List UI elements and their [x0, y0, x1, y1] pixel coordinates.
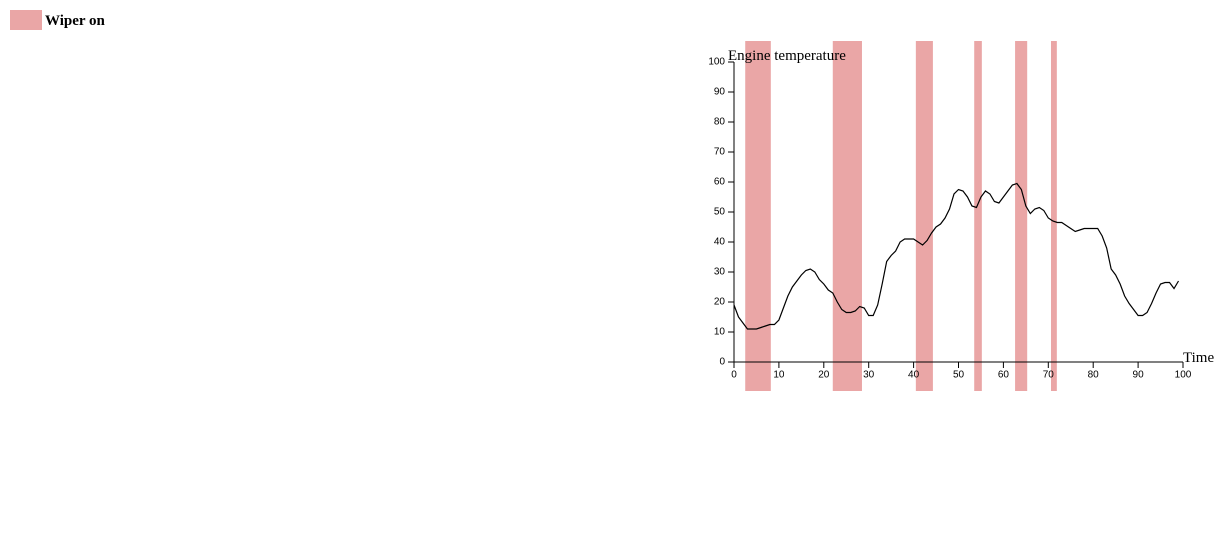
y-tick-label: 40: [714, 237, 726, 248]
y-tick-label: 20: [714, 297, 726, 308]
x-axis-label: Time: [1183, 350, 1214, 366]
wiper-band: [745, 41, 771, 391]
y-tick-label: 50: [714, 207, 726, 218]
x-tick-label: 60: [998, 370, 1010, 381]
wiper-band: [974, 41, 982, 391]
x-tick-label: 10: [773, 370, 785, 381]
wiper-band: [915, 41, 933, 391]
y-tick-label: 60: [714, 177, 726, 188]
y-tick-label: 0: [719, 357, 725, 368]
wiper-band: [832, 41, 862, 391]
legend-swatch: [10, 10, 42, 30]
x-tick-label: 30: [863, 370, 875, 381]
temperature-line: [733, 182, 1180, 330]
wiper-band: [1050, 41, 1057, 391]
x-tick-label: 90: [1133, 370, 1145, 381]
x-tick-label: 50: [953, 370, 965, 381]
y-tick-label: 70: [714, 147, 726, 158]
y-axis-label: Engine temperature: [728, 48, 846, 64]
legend-label: Wiper on: [45, 13, 106, 29]
y-tick-label: 30: [714, 267, 726, 278]
y-tick-label: 80: [714, 117, 726, 128]
y-tick-label: 100: [708, 57, 725, 68]
wiper-band: [1015, 41, 1028, 391]
x-tick-label: 70: [1043, 370, 1055, 381]
x-tick-label: 100: [1175, 370, 1192, 381]
y-tick-label: 10: [714, 327, 726, 338]
x-tick-label: 40: [908, 370, 920, 381]
x-tick-label: 80: [1088, 370, 1100, 381]
y-tick-label: 90: [714, 87, 726, 98]
x-tick-label: 0: [731, 370, 737, 381]
x-tick-label: 20: [818, 370, 830, 381]
